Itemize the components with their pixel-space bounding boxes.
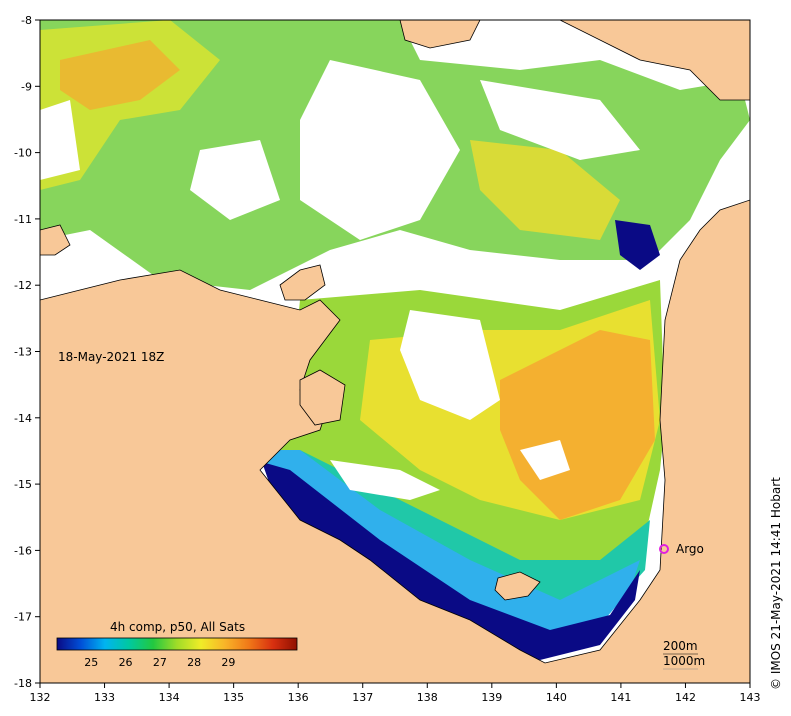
contour-200m-label: 200m	[663, 639, 698, 653]
colorbar-title: 4h comp, p50, All Sats	[110, 620, 245, 634]
x-tick-label: 139	[481, 691, 502, 704]
argo-dark-patch	[615, 220, 660, 270]
land-new-guinea	[399, 20, 481, 49]
cloud-gap-gulf-3	[330, 460, 440, 500]
x-tick-label: 133	[94, 691, 115, 704]
colorbar-tick-label: 28	[187, 656, 201, 669]
sst-field-north-orange	[60, 40, 180, 110]
x-tick-label: 138	[417, 691, 438, 704]
contour-1000m-label: 1000m	[663, 654, 705, 668]
y-axis: -8 -9 -10 -11 -12 -13 -14 -15 -16 -17 -18	[14, 14, 40, 690]
x-tick-label: 136	[288, 691, 309, 704]
colorbar-ticks: 25 26 27 28 29	[84, 656, 235, 669]
sst-gulf-teal	[290, 450, 650, 640]
x-tick-label: 132	[30, 691, 51, 704]
y-tick-label: -16	[14, 544, 32, 557]
y-tick-label: -17	[14, 611, 32, 624]
land-cape-york-tip	[559, 20, 750, 101]
y-tick-label: -12	[14, 279, 32, 292]
land-arnhem-land	[40, 199, 750, 683]
colorbar	[56, 637, 298, 651]
y-tick-label: -10	[14, 147, 32, 160]
x-tick-label: 141	[610, 691, 631, 704]
land-wessel-islands	[279, 264, 326, 301]
y-tick-label: -9	[21, 80, 32, 93]
cloud-gap-2	[480, 80, 640, 160]
cloud-gap-3	[40, 100, 80, 180]
cloud-gap-gulf-2	[520, 440, 570, 480]
cloud-gap-4	[190, 140, 280, 220]
colorbar-tick-label: 25	[84, 656, 98, 669]
cloud-gap-1	[300, 60, 460, 240]
x-tick-label: 140	[546, 691, 567, 704]
x-tick-label: 137	[352, 691, 373, 704]
colorbar-tick-label: 29	[221, 656, 235, 669]
argo-marker	[659, 544, 669, 554]
credit-text: © IMOS 21-May-2021 14:41 Hobart	[769, 477, 783, 690]
y-tick-label: -18	[14, 677, 32, 690]
colorbar-tick-label: 27	[153, 656, 167, 669]
sst-field-east-yellow	[470, 140, 620, 240]
y-tick-label: -11	[14, 213, 32, 226]
y-tick-label: -8	[21, 14, 32, 27]
x-tick-label: 142	[675, 691, 696, 704]
x-tick-label: 134	[159, 691, 180, 704]
land-groote-eylandt	[299, 369, 346, 426]
land-tiwi-islands	[40, 224, 71, 256]
y-tick-label: -15	[14, 478, 32, 491]
argo-label: Argo	[676, 542, 704, 556]
date-label: 18-May-2021 18Z	[58, 350, 164, 364]
y-tick-label: -14	[14, 412, 32, 425]
x-tick-label: 135	[223, 691, 244, 704]
sst-gulf-lightblue	[265, 450, 640, 640]
cloud-gap-gulf-1	[400, 310, 500, 420]
map-layers	[40, 20, 750, 683]
colorbar-tick-label: 26	[119, 656, 133, 669]
land-mornington-island	[494, 571, 541, 601]
x-axis: 132 133 134 135 136 137 138 139 140 141 142 143	[30, 683, 761, 704]
y-tick-label: -13	[14, 346, 32, 359]
x-tick-label: 143	[740, 691, 761, 704]
